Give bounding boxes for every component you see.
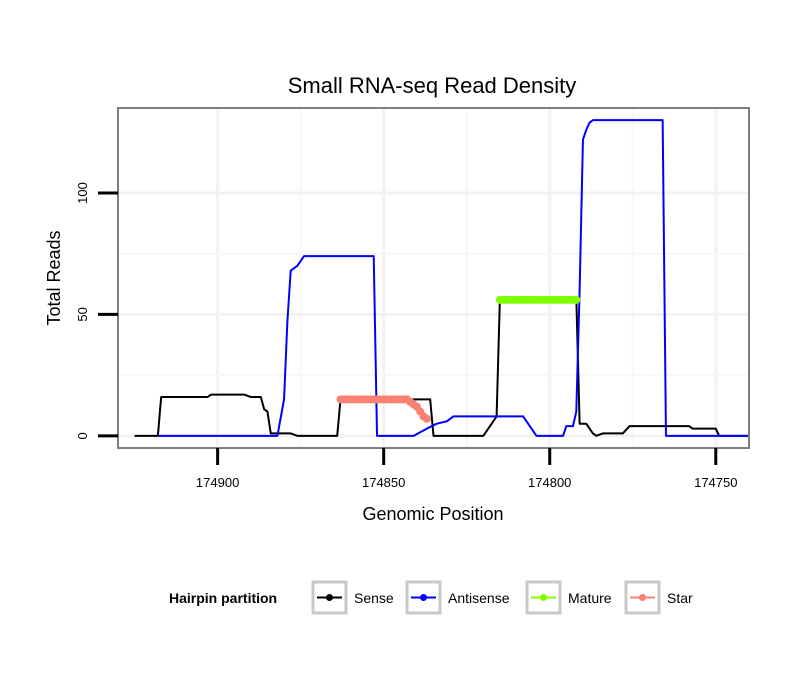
series-sense [134,296,749,437]
x-tick-label: 174800 [528,475,571,490]
data-point-mature [572,295,581,304]
legend-item-sense: Sense [311,580,394,615]
x-tick-label: 174850 [362,475,405,490]
series-line-sense [134,296,749,437]
series-star [336,395,431,423]
series-layer [134,119,749,437]
legend-label: Antisense [448,590,510,606]
legend: Hairpin partition Sense Antisense Mature St… [169,580,693,615]
legend-label: Star [667,590,693,606]
legend-item-star: Star [624,580,693,615]
legend-item-antisense: Antisense [405,580,510,615]
y-tick-label: 100 [75,182,90,204]
y-axis: 0 50 100 [75,182,118,439]
legend-item-mature: Mature [525,580,612,615]
panel-border [117,107,750,449]
legend-key-point [639,594,646,601]
x-tick-label: 174900 [196,475,239,490]
series-line-antisense [157,119,749,437]
y-tick-label: 50 [75,307,90,321]
x-axis: 174900 174850 174800 174750 [196,448,737,490]
x-axis-title: Genomic Position [362,504,503,524]
series-mature [495,295,581,304]
legend-key-point [540,594,547,601]
series-antisense [157,119,749,437]
y-axis-title: Total Reads [44,230,64,325]
legend-label: Sense [354,590,394,606]
panel-background [118,108,749,448]
plot-panel [117,107,750,449]
data-point-star [422,414,431,423]
legend-label: Mature [568,590,612,606]
chart-title: Small RNA-seq Read Density [288,73,577,98]
y-tick-label: 0 [75,432,90,439]
legend-title: Hairpin partition [169,590,277,606]
legend-items: Sense Antisense Mature Star [311,580,693,615]
legend-key-point [326,594,333,601]
grid-lines [118,108,749,448]
x-tick-label: 174750 [694,475,737,490]
legend-key-point [420,594,427,601]
